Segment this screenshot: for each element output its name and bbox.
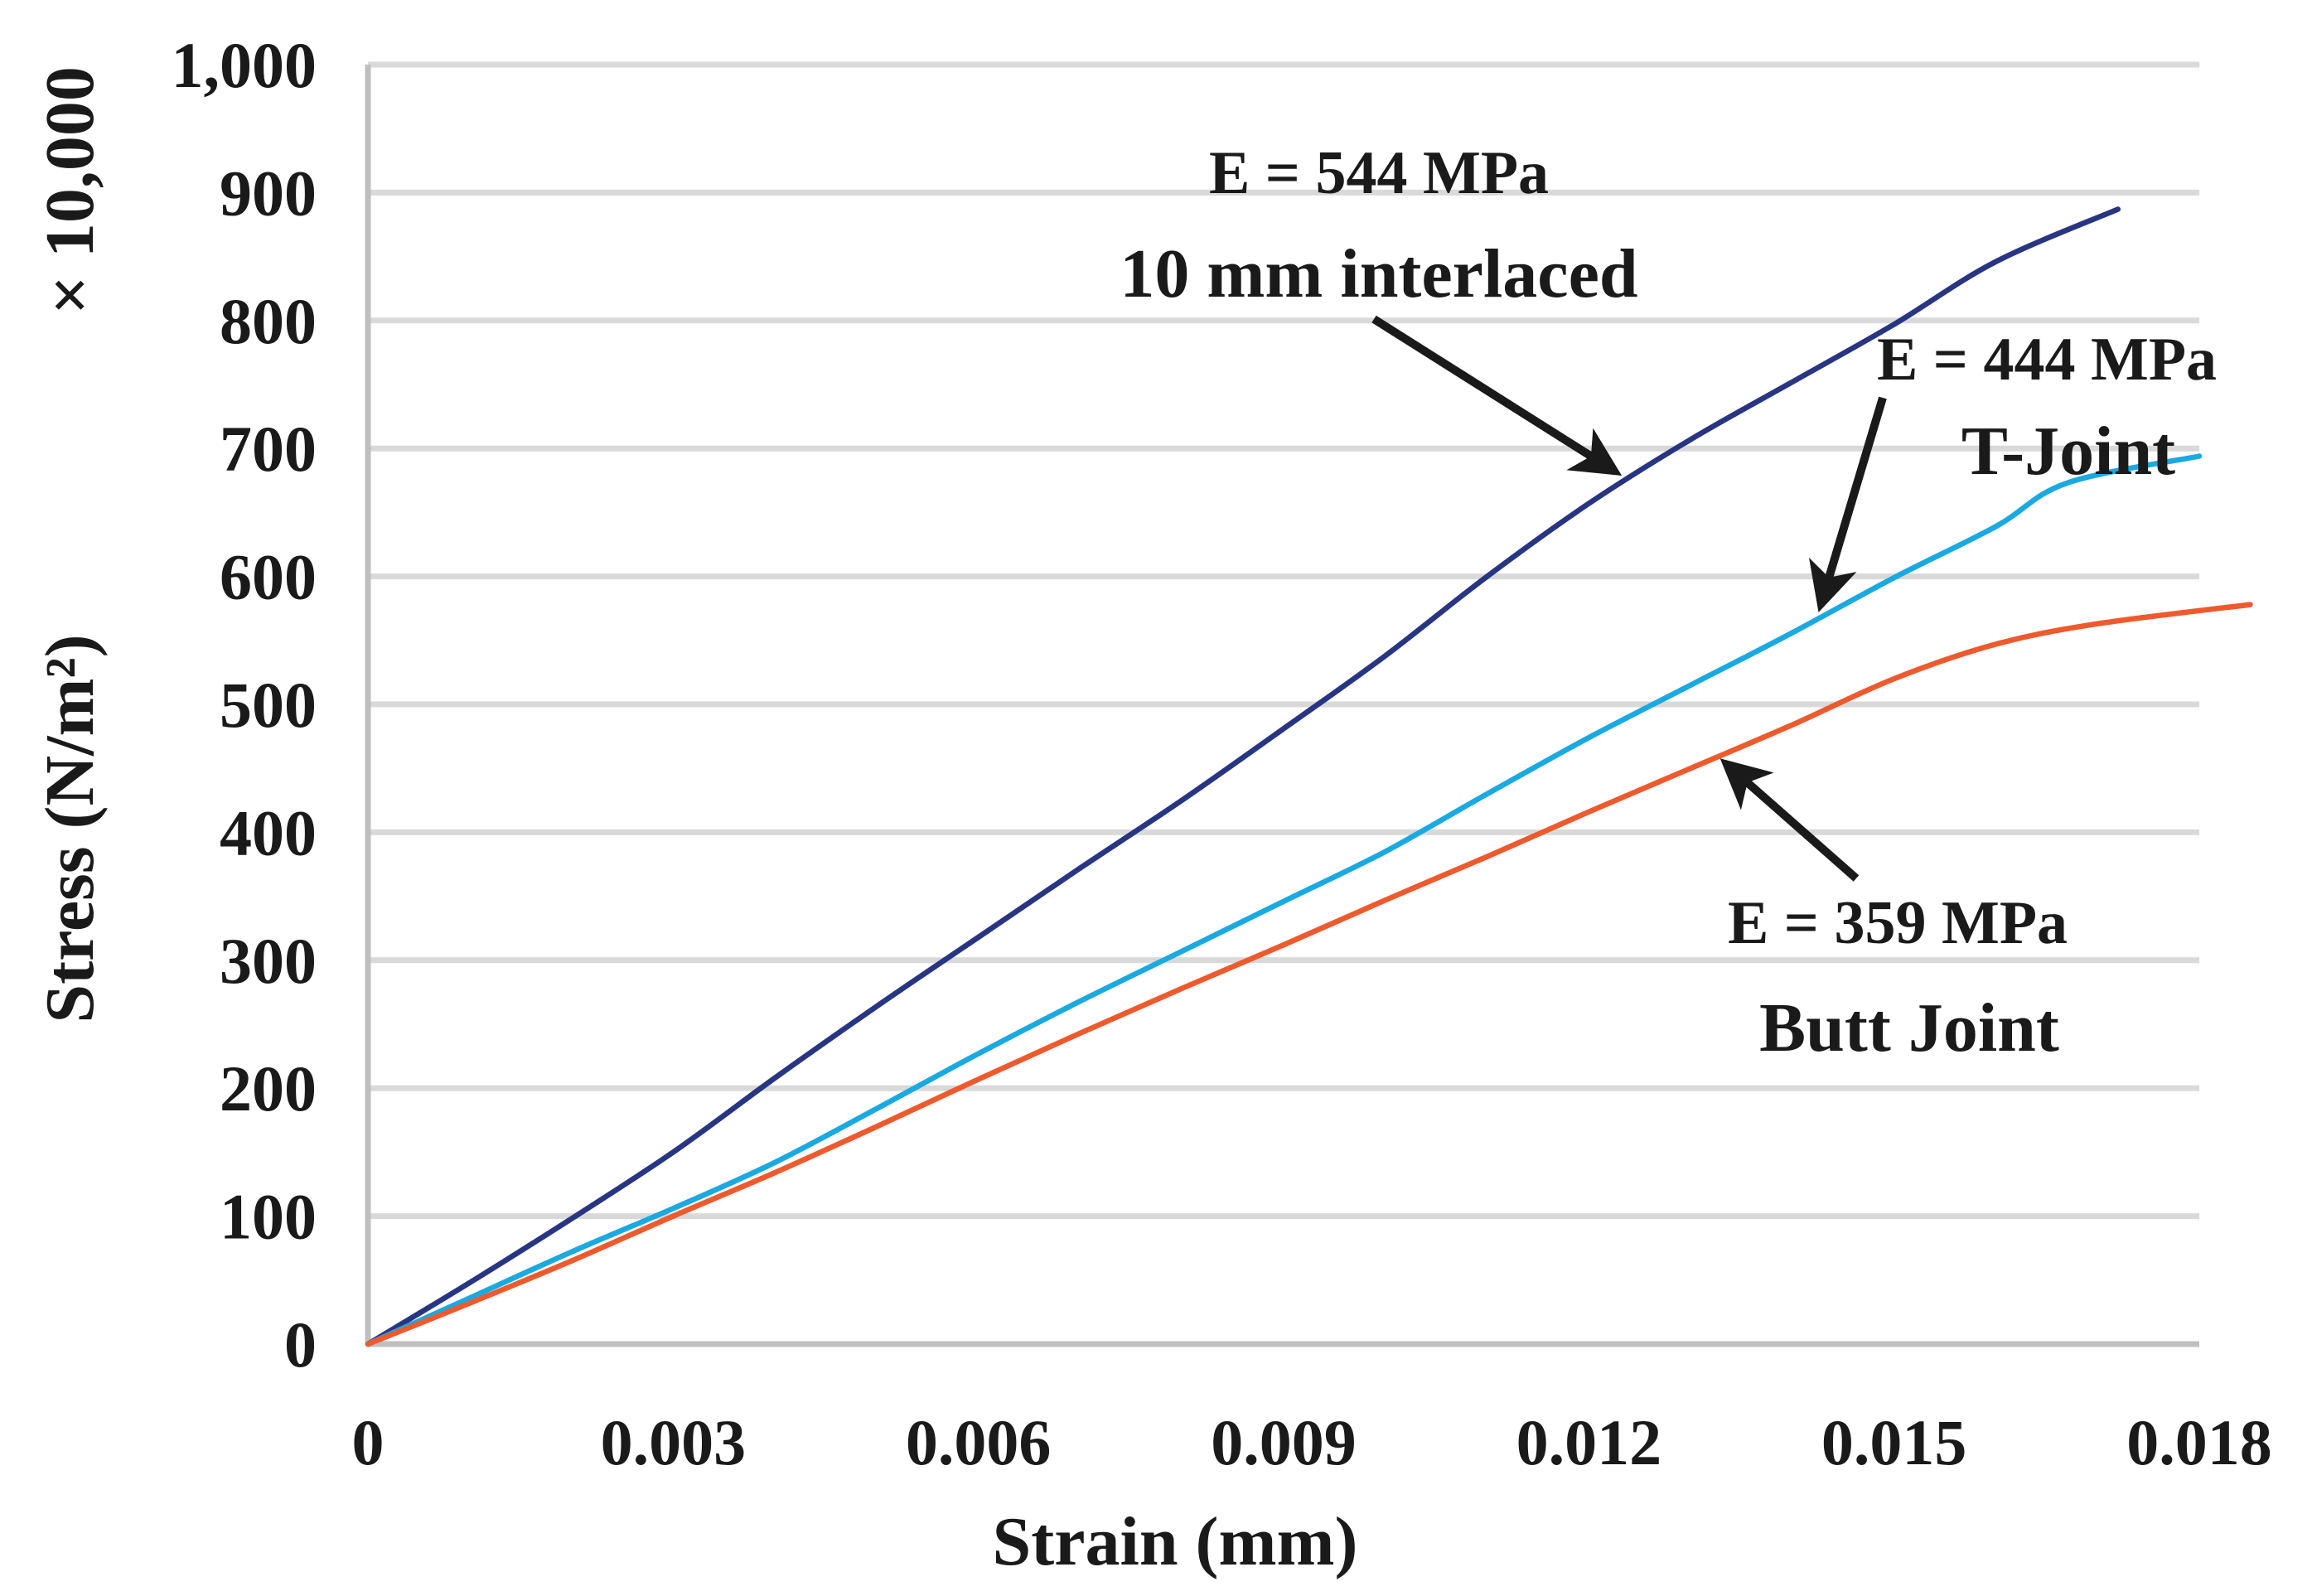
x-tick-label: 0.006 bbox=[906, 1406, 1052, 1478]
annotation-label-interlaced: 10 mm interlaced bbox=[1120, 235, 1637, 312]
y-tick-label: 900 bbox=[220, 157, 317, 229]
series-lines bbox=[365, 206, 2253, 1347]
annotation-modulus-t-joint: E = 444 MPa bbox=[1877, 326, 2217, 394]
annotation-label-t-joint: T-Joint bbox=[1961, 413, 2175, 490]
y-axis-title: Stress (N/m²) bbox=[31, 634, 109, 1023]
y-tick-label: 500 bbox=[220, 669, 317, 741]
series-line-10-mm-interlaced bbox=[365, 206, 2121, 1347]
arrow-butt-joint bbox=[1719, 758, 1860, 882]
x-tick-label: 0.015 bbox=[1821, 1406, 1967, 1478]
y-tick-labels: 0 100 200 300 400 500 600 700 800 900 1,000 bbox=[172, 29, 317, 1381]
y-axis-multiplier: × 10,000 bbox=[31, 66, 109, 315]
gridlines bbox=[368, 61, 2199, 1220]
arrow-interlaced bbox=[1371, 315, 1623, 476]
y-tick-label: 700 bbox=[220, 413, 317, 485]
x-tick-label: 0.018 bbox=[2126, 1406, 2272, 1478]
x-tick-label: 0.009 bbox=[1211, 1406, 1357, 1478]
x-tick-labels: 0 0.003 0.006 0.009 0.012 0.015 0.018 bbox=[352, 1406, 2272, 1478]
y-tick-label: 600 bbox=[220, 541, 317, 613]
axes bbox=[365, 65, 2199, 1347]
series-line-butt-joint bbox=[365, 602, 2253, 1347]
y-tick-label: 800 bbox=[220, 285, 317, 357]
y-tick-label: 400 bbox=[220, 796, 317, 868]
annotation-label-butt-joint: Butt Joint bbox=[1759, 989, 2059, 1066]
y-tick-label: 0 bbox=[284, 1308, 317, 1381]
series-line-t-joint bbox=[365, 453, 2203, 1347]
annotation-modulus-butt-joint: E = 359 MPa bbox=[1728, 889, 2068, 957]
annotation-modulus-interlaced: E = 544 MPa bbox=[1209, 139, 1549, 207]
y-tick-label: 200 bbox=[220, 1052, 317, 1124]
y-tick-label: 100 bbox=[220, 1181, 317, 1253]
y-tick-label: 300 bbox=[220, 925, 317, 997]
x-axis-title: Strain (mm) bbox=[993, 1503, 1358, 1580]
x-tick-label: 0 bbox=[352, 1406, 385, 1478]
y-tick-label: 1,000 bbox=[172, 29, 317, 101]
arrow-t-joint bbox=[1808, 396, 1887, 613]
x-tick-label: 0.003 bbox=[601, 1406, 747, 1478]
x-tick-label: 0.012 bbox=[1516, 1406, 1662, 1478]
